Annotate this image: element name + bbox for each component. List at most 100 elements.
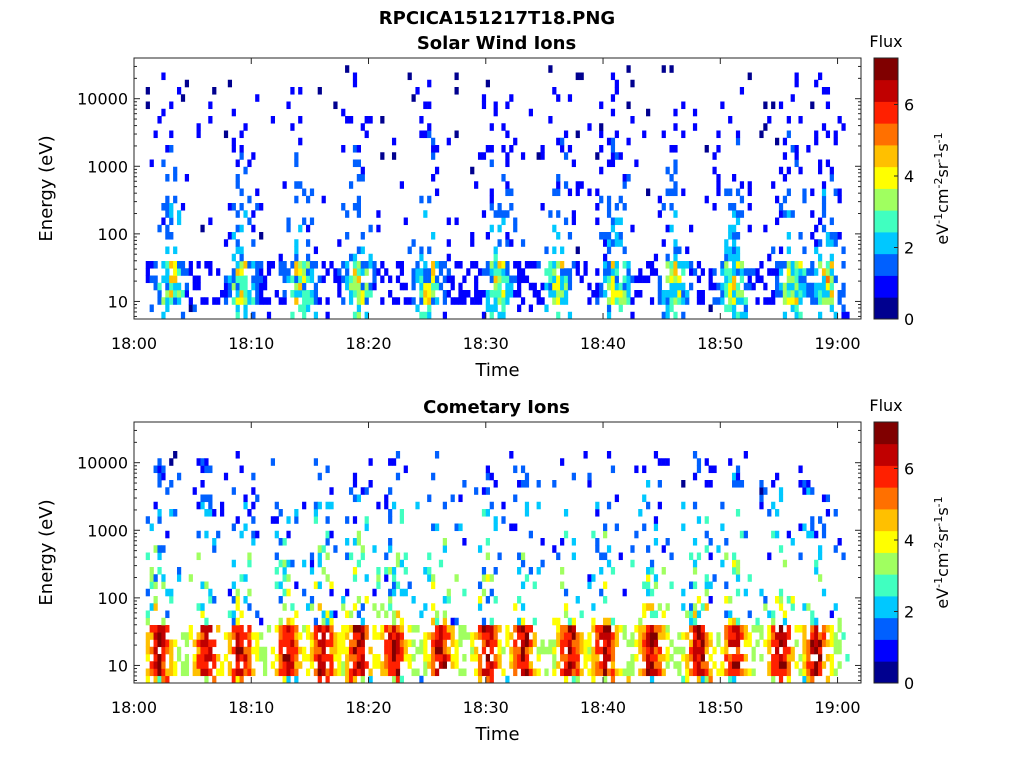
- spectrogram-cell: [790, 275, 795, 284]
- spectrogram-cell: [477, 297, 483, 305]
- spectrogram-cell: [610, 661, 616, 669]
- spectrogram-cell: [649, 668, 655, 677]
- spectrogram-cell: [419, 639, 424, 648]
- spectrogram-cell: [290, 654, 295, 662]
- spectrogram-cell: [434, 639, 440, 648]
- spectrogram-cell: [646, 588, 651, 597]
- spectrogram-cell: [841, 311, 846, 320]
- spectrogram-cell: [802, 268, 807, 276]
- spectrogram-cell: [399, 617, 404, 626]
- spectrogram-cell: [505, 268, 510, 276]
- spectrogram-cell: [528, 668, 533, 677]
- spectrogram-cell: [732, 261, 737, 269]
- spectrogram-cell: [345, 625, 350, 633]
- spectrogram-cell: [681, 261, 686, 269]
- spectrogram-cell: [462, 538, 467, 546]
- spectrogram-cell: [157, 297, 162, 305]
- spectrogram-cell: [728, 116, 733, 124]
- spectrogram-cell: [399, 646, 404, 655]
- spectrogram-cell: [368, 282, 373, 291]
- spectrogram-cell: [165, 588, 170, 597]
- spectrogram-cell: [829, 253, 834, 262]
- spectrogram-cell: [630, 275, 635, 284]
- spectrogram-cell: [653, 581, 659, 590]
- spectrogram-cell: [657, 210, 662, 218]
- spectrogram-cell: [262, 654, 268, 662]
- spectrogram-cell: [614, 625, 619, 633]
- spectrogram-cell: [528, 661, 533, 669]
- spectrogram-cell: [501, 261, 506, 269]
- spectrogram-cell: [157, 675, 162, 684]
- spectrogram-cell: [821, 494, 827, 503]
- spectrogram-cell: [352, 574, 358, 582]
- spectrogram-cell: [145, 668, 150, 677]
- spectrogram-cell: [685, 654, 690, 662]
- spectrogram-cell: [419, 253, 424, 262]
- spectrogram-cell: [431, 523, 436, 532]
- spectrogram-cell: [708, 480, 713, 488]
- spectrogram-cell: [837, 639, 842, 648]
- spectrogram-cell: [384, 646, 389, 655]
- spectrogram-cell: [657, 275, 662, 284]
- spectrogram-cell: [630, 116, 635, 124]
- spectrogram-cell: [712, 203, 717, 211]
- spectrogram-cell: [352, 290, 358, 298]
- spectrogram-cell: [165, 646, 170, 655]
- spectrogram-cell: [462, 632, 467, 640]
- spectrogram-cell: [231, 487, 236, 495]
- spectrogram-cell: [321, 261, 326, 269]
- spectrogram-cell: [610, 268, 616, 276]
- spectrogram-cell: [798, 625, 803, 633]
- spectrogram-cell: [563, 668, 569, 677]
- spectrogram-cell: [157, 116, 162, 124]
- spectrogram-cell: [321, 661, 326, 669]
- spectrogram-cell: [200, 458, 205, 466]
- spectrogram-cell: [622, 261, 627, 269]
- spectrogram-cell: [302, 282, 307, 291]
- spectrogram-cell: [372, 268, 377, 276]
- spectrogram-cell: [368, 646, 373, 655]
- spectrogram-cell: [208, 646, 213, 655]
- spectrogram-cell: [384, 668, 389, 677]
- spectrogram-cell: [227, 610, 233, 619]
- spectrogram-cell: [657, 458, 662, 466]
- colorbar-swatch: [874, 210, 898, 233]
- spectrogram-cell: [161, 661, 166, 669]
- spectrogram-cell: [165, 275, 170, 284]
- spectrogram-cell: [231, 523, 236, 532]
- spectrogram-cell: [380, 152, 385, 160]
- spectrogram-cell: [212, 654, 217, 662]
- spectrogram-cell: [384, 654, 389, 662]
- spectrogram-cell: [755, 275, 760, 284]
- spectrogram-cell: [556, 188, 561, 197]
- spectrogram-cell: [704, 588, 709, 597]
- spectrogram-cell: [356, 246, 361, 255]
- spectrogram-cell: [583, 654, 588, 662]
- spectrogram-cell: [157, 567, 162, 575]
- spectrogram-cell: [606, 159, 612, 168]
- spectrogram-cell: [360, 282, 365, 291]
- spectrogram-cell: [239, 574, 244, 582]
- spectrogram-cell: [610, 668, 616, 677]
- spectrogram-cell: [251, 224, 256, 233]
- spectrogram-cell: [497, 203, 502, 211]
- spectrogram-cell: [395, 610, 401, 619]
- spectrogram-cell: [689, 224, 694, 233]
- spectrogram-cell: [200, 661, 205, 669]
- spectrogram-cell: [751, 654, 756, 662]
- spectrogram-cell: [837, 188, 842, 197]
- spectrogram-cell: [399, 509, 404, 517]
- spectrogram-cell: [606, 501, 612, 510]
- spectrogram-cell: [563, 639, 569, 648]
- colorbar-swatch: [874, 465, 898, 488]
- spectrogram-cell: [833, 646, 838, 655]
- spectrogram-cell: [810, 297, 815, 305]
- spectrogram-cell: [747, 668, 752, 677]
- spectrogram-cell: [329, 668, 334, 677]
- spectrogram-cell: [810, 639, 815, 648]
- spectrogram-cell: [556, 181, 561, 189]
- spectrogram-cell: [606, 261, 612, 269]
- spectrogram-cell: [395, 451, 401, 459]
- spectrogram-cell: [399, 516, 404, 524]
- spectrogram-cell: [161, 217, 166, 226]
